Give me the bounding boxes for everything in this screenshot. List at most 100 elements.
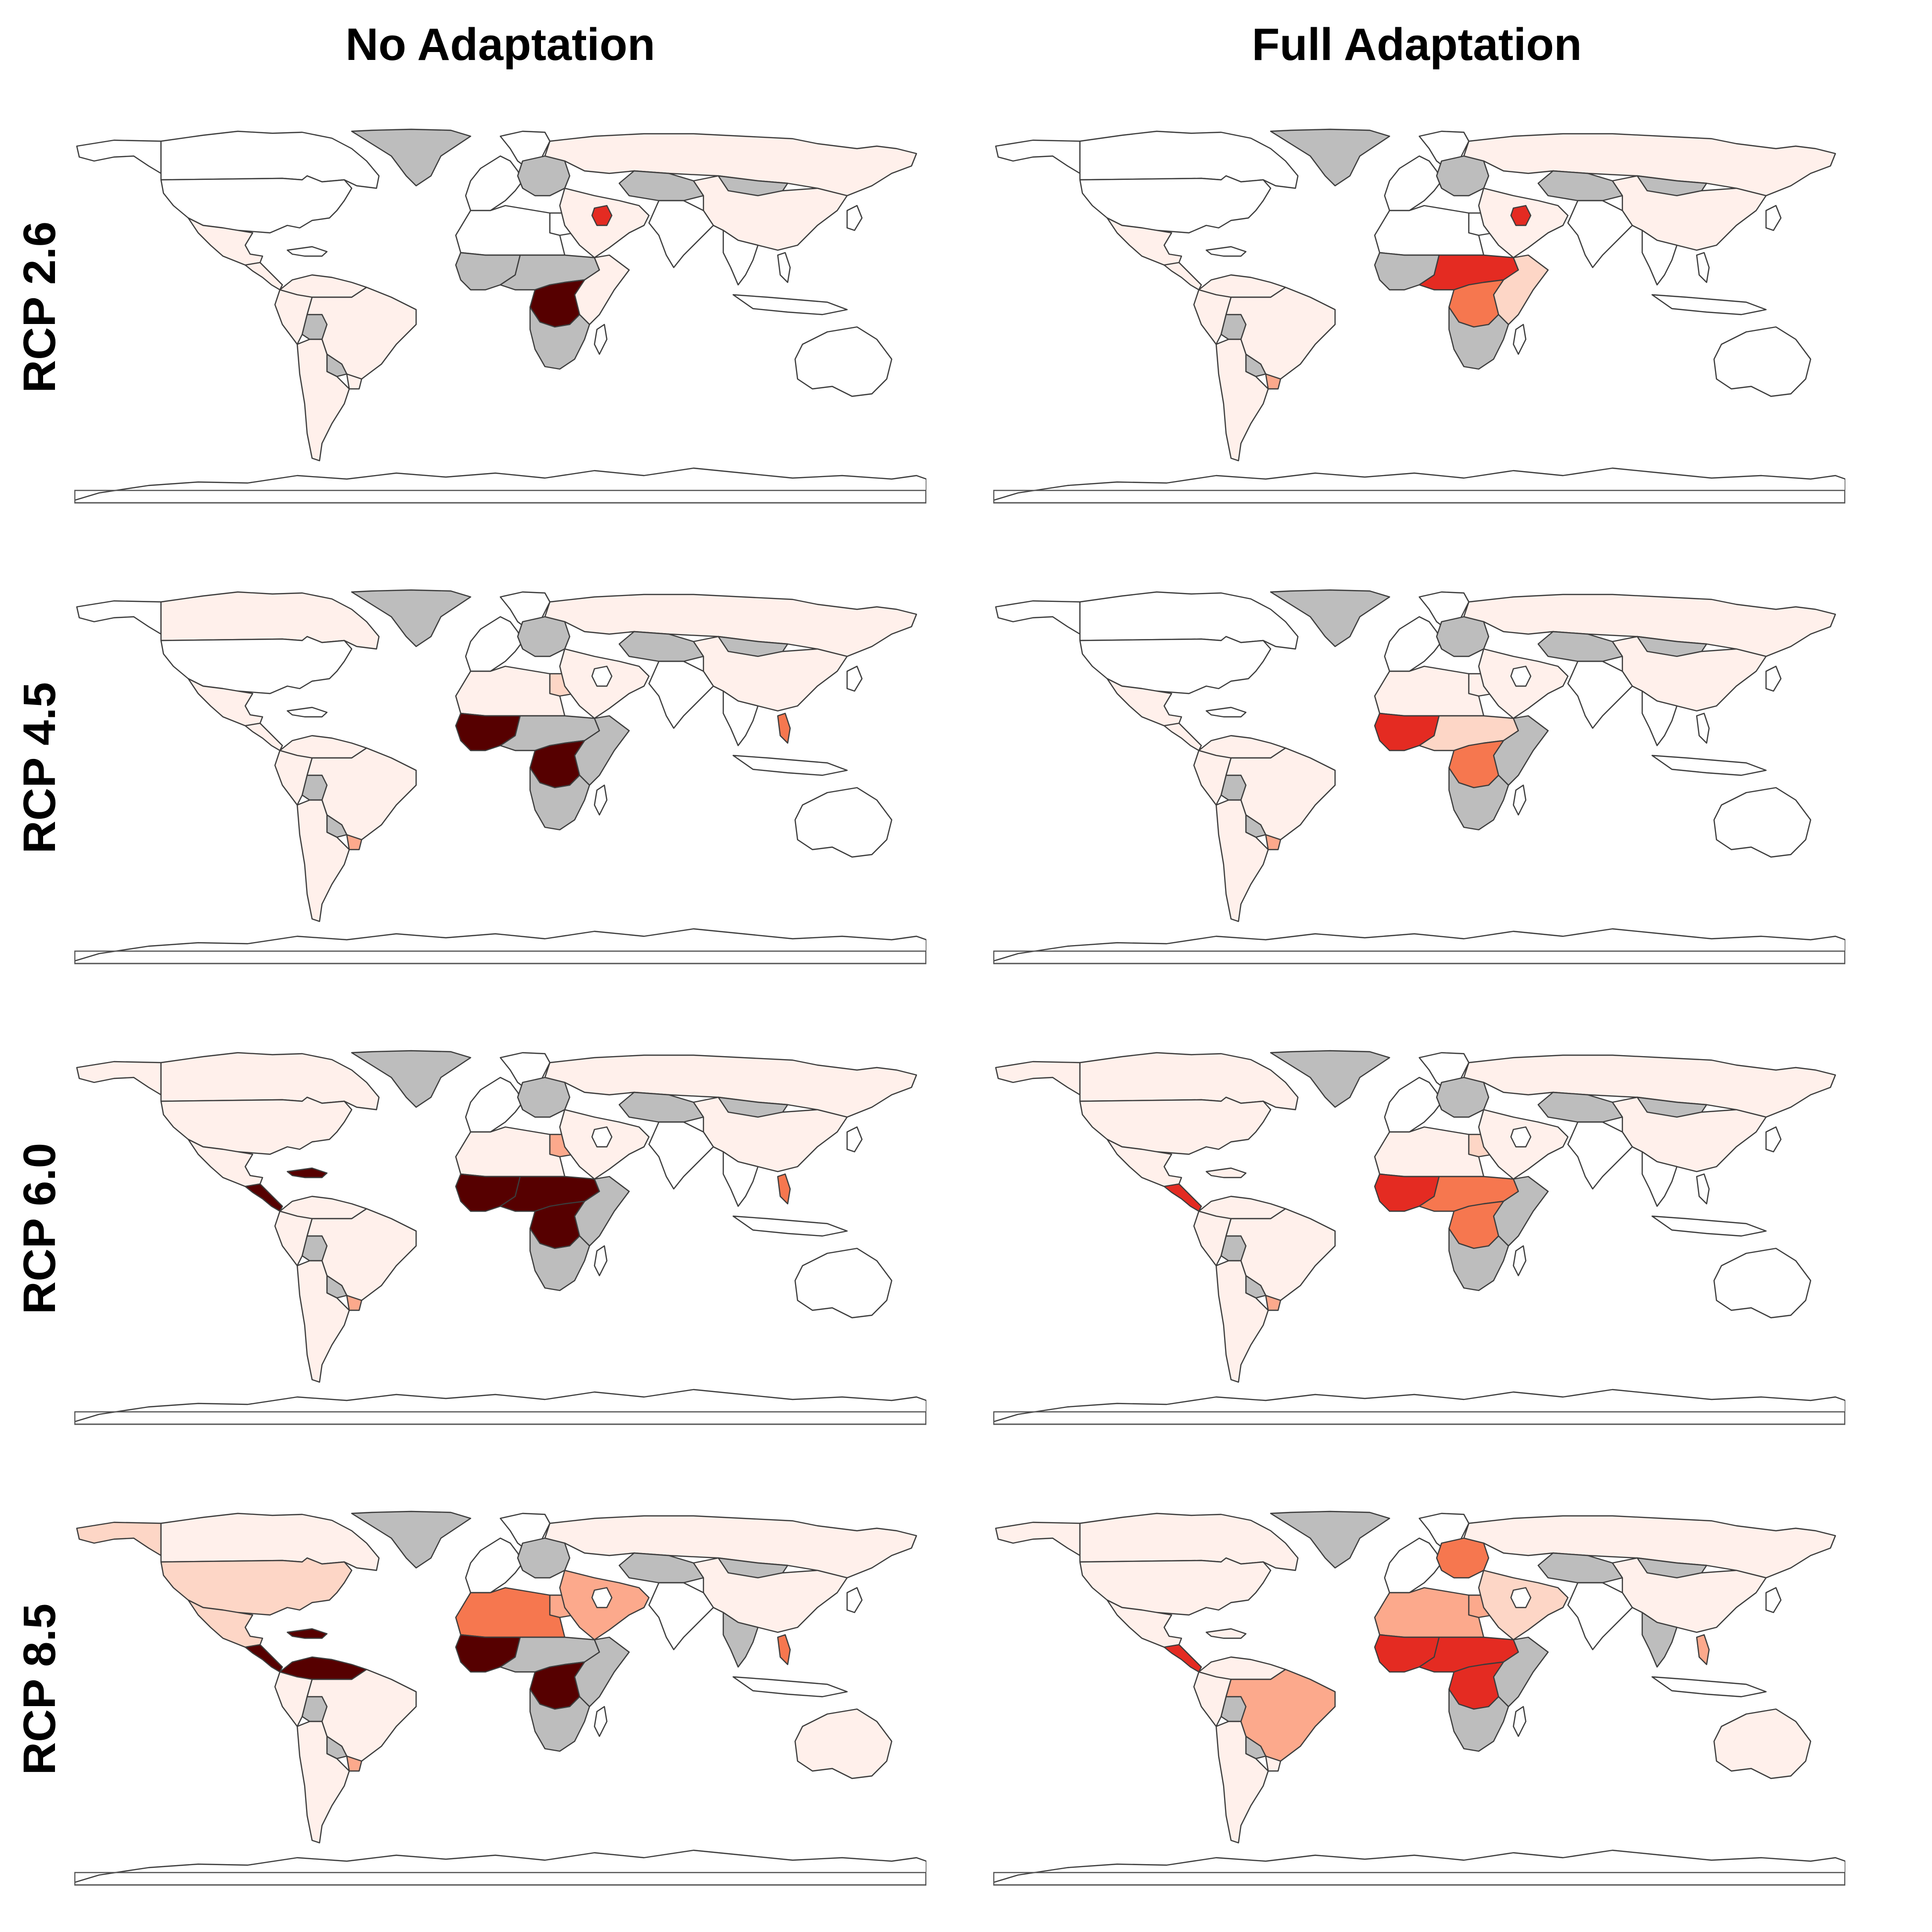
- region-central-am: [1163, 1644, 1202, 1673]
- region-australia: [1713, 1708, 1812, 1779]
- region-caribbean: [286, 1167, 328, 1179]
- region-southern-africa: [1448, 1228, 1509, 1291]
- region-australia: [794, 1708, 893, 1779]
- region-south-asia: [648, 1121, 714, 1190]
- region-west-africa: [455, 252, 521, 291]
- region-eastern-eu: [1436, 1537, 1490, 1579]
- region-indonesia: [732, 754, 848, 776]
- region-uruguay: [346, 834, 363, 851]
- region-japan: [846, 665, 863, 692]
- region-indonesia: [732, 1676, 848, 1698]
- region-west-africa: [1374, 1173, 1440, 1212]
- region-greenland: [1270, 589, 1391, 647]
- region-iraq: [1510, 205, 1532, 226]
- region-western-eu: [1384, 1537, 1443, 1594]
- region-bolivia: [1220, 774, 1247, 801]
- region-australia: [794, 787, 893, 858]
- region-uruguay: [346, 1294, 363, 1311]
- region-western-eu: [1384, 616, 1443, 672]
- row-title-rcp-6-0-text: RCP 6.0: [14, 1142, 65, 1315]
- region-eastern-eu: [1436, 1076, 1490, 1118]
- region-se-asia: [1641, 690, 1678, 747]
- region-mexico: [187, 678, 264, 727]
- region-greenland: [351, 128, 472, 187]
- region-north-africa: [455, 1126, 566, 1178]
- map-bottom-frame: [74, 1872, 926, 1886]
- region-central-am: [244, 262, 283, 291]
- region-western-eu: [465, 155, 524, 212]
- region-uruguay: [1265, 373, 1282, 390]
- region-southern-africa: [529, 767, 590, 831]
- region-southern-africa: [1448, 306, 1509, 370]
- region-greenland: [1270, 128, 1391, 187]
- region-madagascar: [593, 1706, 608, 1737]
- region-western-eu: [465, 1537, 524, 1594]
- region-japan: [846, 205, 863, 231]
- region-philippines: [1696, 1634, 1710, 1665]
- map-bottom-frame: [74, 489, 926, 504]
- region-alaska: [76, 1521, 162, 1556]
- region-antarctica: [74, 928, 926, 965]
- region-madagascar: [593, 784, 608, 816]
- map-bottom-frame: [993, 489, 1845, 504]
- region-russia: [1463, 1054, 1836, 1118]
- region-russia: [544, 133, 917, 197]
- region-central-am: [1163, 1183, 1202, 1212]
- map-panel-no-adaptation-rcp-4-5: [74, 587, 926, 973]
- row-title-rcp-4-5-text: RCP 4.5: [14, 682, 65, 854]
- map-panel-full-adaptation-rcp-6-0: [993, 1048, 1845, 1434]
- region-mexico: [1106, 1599, 1182, 1648]
- region-philippines: [777, 1634, 791, 1665]
- region-south-asia: [1567, 660, 1633, 729]
- region-caribbean: [1205, 1167, 1247, 1179]
- region-caribbean: [286, 1628, 328, 1639]
- region-caribbean: [286, 246, 328, 257]
- region-west-africa: [455, 1173, 521, 1212]
- region-western-eu: [1384, 1076, 1443, 1133]
- region-eastern-eu: [517, 1076, 571, 1118]
- region-north-africa: [1374, 1587, 1485, 1638]
- region-mexico: [187, 1599, 264, 1648]
- map-panel-no-adaptation-rcp-8-5: [74, 1508, 926, 1895]
- region-caribbean: [1205, 706, 1247, 718]
- region-south-asia: [1567, 200, 1633, 268]
- region-indonesia: [1651, 1676, 1767, 1698]
- region-south-asia: [648, 1582, 714, 1651]
- region-central-asia: [1537, 631, 1623, 662]
- region-australia: [1713, 1247, 1812, 1319]
- region-usa: [160, 175, 353, 234]
- map-bottom-frame: [993, 1872, 1845, 1886]
- region-greenland: [351, 1050, 472, 1108]
- region-antarctica: [74, 1389, 926, 1425]
- region-greenland: [351, 1510, 472, 1569]
- region-alaska: [76, 1061, 162, 1096]
- map-bottom-frame: [74, 950, 926, 965]
- region-central-asia: [1537, 1552, 1623, 1584]
- region-southern-africa: [529, 1688, 590, 1752]
- map-panel-no-adaptation-rcp-2-6: [74, 126, 926, 513]
- region-north-africa: [455, 205, 566, 256]
- region-eastern-eu: [517, 616, 571, 657]
- region-south-asia: [1567, 1582, 1633, 1651]
- region-south-asia: [648, 200, 714, 268]
- region-madagascar: [1512, 323, 1527, 355]
- region-philippines: [777, 1173, 791, 1205]
- region-alaska: [995, 139, 1081, 174]
- region-uruguay: [346, 373, 363, 390]
- region-usa: [160, 636, 353, 695]
- region-antarctica: [993, 1849, 1845, 1886]
- region-uruguay: [346, 1755, 363, 1772]
- region-uruguay: [1265, 834, 1282, 851]
- region-philippines: [1696, 252, 1710, 283]
- world-map: [993, 589, 1845, 965]
- region-se-asia: [722, 690, 759, 747]
- region-alaska: [995, 1061, 1081, 1096]
- row-title-rcp-2-6-text: RCP 2.6: [14, 221, 65, 393]
- region-central-asia: [618, 1091, 704, 1123]
- region-usa: [160, 1096, 353, 1155]
- region-se-asia: [1641, 1611, 1678, 1668]
- region-alaska: [995, 1521, 1081, 1556]
- region-north-africa: [455, 665, 566, 717]
- region-eastern-eu: [1436, 155, 1490, 197]
- region-greenland: [1270, 1510, 1391, 1569]
